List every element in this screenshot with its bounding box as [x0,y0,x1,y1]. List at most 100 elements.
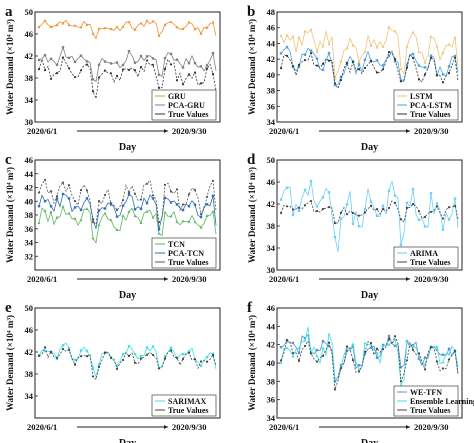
data-point [303,188,307,192]
data-point [193,27,197,31]
data-point [363,50,367,53]
legend-label: SARIMAX [168,397,206,406]
data-point [321,207,325,211]
data-point [55,63,59,67]
data-point [411,56,415,59]
data-point [393,60,397,63]
series-line-true-values [280,335,459,390]
data-point [61,347,65,351]
data-point [139,65,143,69]
legend-box [151,394,217,417]
y-tick-label: 34 [25,391,34,401]
panel-e: e 34 38 42 46 50 Water Demand (×10⁴ m³) SARIMAX… [5,300,221,443]
data-point [333,235,337,239]
y-tick-label: 30 [25,117,34,127]
data-point [79,25,83,29]
data-point [279,361,283,364]
data-point [163,67,167,71]
data-point [55,23,59,27]
series-line-arima [280,179,459,252]
x-end-date: 2020/9/30 [414,274,448,284]
data-point [115,25,119,28]
data-point [441,73,445,76]
y-tick-label: 46 [25,155,34,165]
data-point [121,204,125,207]
data-point [169,52,173,56]
data-point [291,34,295,38]
data-point [363,350,367,353]
data-point [79,54,83,57]
data-point [121,353,125,356]
data-point [297,35,301,39]
data-point [121,358,125,362]
data-point [205,67,209,70]
data-point [139,21,143,25]
data-point [211,352,215,355]
data-point [411,52,415,56]
data-point [399,67,403,71]
data-point [109,72,113,75]
data-point [387,25,391,29]
data-point [73,206,77,209]
data-point [181,66,185,69]
data-point [297,209,301,213]
data-point [103,26,107,30]
data-point [199,213,203,216]
data-point [91,220,95,224]
data-point [163,56,167,60]
data-point [297,63,301,67]
data-point [79,218,83,222]
data-point [187,193,191,196]
data-point [321,196,325,199]
data-point [79,208,83,212]
data-point [103,207,107,210]
y-tick-label: 38 [267,86,276,96]
data-point [327,59,331,62]
y-tick-label: 44 [267,38,276,48]
data-point [303,204,307,207]
data-point [453,35,457,39]
data-point [357,63,361,66]
data-point [79,355,83,358]
data-point [199,364,203,368]
data-point [61,56,65,59]
data-point [345,345,349,348]
data-point [381,204,385,208]
data-point [429,56,433,59]
data-point [127,354,131,358]
data-point [441,360,445,364]
data-point [393,194,397,197]
data-point [151,63,155,66]
data-point [199,215,203,219]
data-point [145,353,149,356]
data-point [193,358,197,361]
data-point [375,208,379,211]
x-start-date: 2020/6/1 [27,274,57,284]
panel-letter: c [5,152,12,168]
data-point [315,50,319,54]
y-axis-label: Water Demand (×10⁴ m³) [5,315,15,411]
data-point [109,27,113,31]
y-tick-label: 36 [267,395,276,405]
y-axis-label: Water Demand (×10⁴ m³) [5,19,15,115]
data-point [333,380,337,383]
data-point [375,45,379,49]
legend-label: True Values [410,110,451,119]
data-point [175,203,179,206]
arrow-head [406,425,410,429]
data-point [163,357,167,360]
data-point [321,340,325,343]
data-point [37,58,41,62]
data-point [115,74,119,77]
data-point [447,352,451,356]
data-point [175,79,179,82]
data-point [339,366,343,370]
data-point [37,67,41,71]
data-point [55,197,59,200]
data-point [303,336,307,340]
data-point [127,191,131,194]
data-point [169,346,173,350]
data-point [55,215,59,219]
data-point [139,198,143,201]
data-point [411,345,415,348]
